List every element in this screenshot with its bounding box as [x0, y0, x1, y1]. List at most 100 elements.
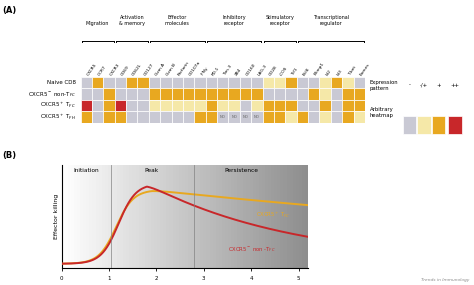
- Bar: [200, 165, 203, 268]
- Bar: [138, 165, 142, 268]
- Bar: [207, 165, 210, 268]
- Bar: [92, 165, 96, 268]
- Bar: [308, 88, 319, 100]
- Y-axis label: Effector killing: Effector killing: [54, 194, 59, 239]
- Bar: [103, 100, 115, 111]
- Bar: [263, 77, 274, 88]
- Bar: [172, 111, 183, 123]
- Bar: [217, 100, 228, 111]
- Bar: [81, 88, 92, 100]
- Text: Bcl6: Bcl6: [302, 66, 311, 76]
- Bar: [191, 165, 194, 268]
- Bar: [319, 111, 331, 123]
- Bar: [274, 111, 285, 123]
- Bar: [274, 100, 285, 111]
- Bar: [166, 165, 169, 268]
- Text: Tcf1: Tcf1: [291, 67, 299, 76]
- Bar: [160, 111, 172, 123]
- Bar: [149, 111, 160, 123]
- Bar: [149, 100, 160, 111]
- Bar: [342, 77, 354, 88]
- Bar: [228, 100, 240, 111]
- Bar: [417, 116, 431, 134]
- Bar: [206, 88, 217, 100]
- Bar: [183, 111, 194, 123]
- Bar: [342, 88, 354, 100]
- Bar: [126, 77, 137, 88]
- Bar: [126, 165, 129, 268]
- Bar: [163, 165, 166, 268]
- Bar: [126, 88, 137, 100]
- Bar: [274, 165, 277, 268]
- Bar: [142, 165, 145, 268]
- Text: Expression
pattern: Expression pattern: [370, 80, 398, 91]
- Bar: [80, 165, 83, 268]
- Text: iCOS: iCOS: [280, 66, 289, 76]
- Bar: [92, 77, 103, 88]
- Bar: [172, 100, 183, 111]
- Bar: [217, 111, 228, 123]
- Bar: [194, 77, 206, 88]
- Bar: [297, 88, 308, 100]
- Bar: [285, 77, 297, 88]
- Text: (A): (A): [2, 6, 17, 15]
- Bar: [175, 165, 179, 268]
- Bar: [206, 77, 217, 88]
- Bar: [274, 77, 285, 88]
- Bar: [308, 77, 319, 88]
- Bar: [231, 165, 234, 268]
- Text: ND: ND: [231, 115, 237, 119]
- Bar: [217, 77, 228, 88]
- Bar: [92, 100, 103, 111]
- Text: LAG-3: LAG-3: [257, 63, 268, 76]
- Bar: [137, 100, 149, 111]
- Bar: [354, 88, 365, 100]
- Bar: [297, 111, 308, 123]
- Bar: [240, 88, 251, 100]
- Text: Activation
& memory: Activation & memory: [119, 15, 145, 26]
- Bar: [262, 165, 265, 268]
- Text: CXCR5$^+$ T$_{FC}$: CXCR5$^+$ T$_{FC}$: [256, 210, 290, 219]
- Bar: [219, 165, 222, 268]
- Bar: [183, 77, 194, 88]
- Text: Initiation: Initiation: [73, 168, 99, 173]
- Bar: [111, 165, 114, 268]
- Bar: [246, 165, 249, 268]
- Bar: [271, 165, 274, 268]
- Bar: [145, 165, 148, 268]
- Bar: [402, 116, 416, 134]
- Bar: [228, 77, 240, 88]
- Bar: [179, 165, 182, 268]
- Bar: [81, 77, 92, 88]
- Bar: [172, 77, 183, 88]
- Bar: [81, 111, 92, 123]
- Bar: [183, 100, 194, 111]
- Bar: [64, 165, 68, 268]
- Bar: [342, 111, 354, 123]
- Text: Stimulatory
receptor: Stimulatory receptor: [265, 15, 294, 26]
- Bar: [77, 165, 80, 268]
- Text: CD69: CD69: [120, 64, 130, 76]
- Bar: [114, 165, 117, 268]
- Bar: [151, 165, 154, 268]
- Bar: [237, 165, 240, 268]
- Bar: [212, 165, 216, 268]
- Text: -/+: -/+: [420, 83, 428, 88]
- Bar: [92, 88, 103, 100]
- Bar: [129, 165, 133, 268]
- Text: 2B4: 2B4: [234, 67, 242, 76]
- Bar: [222, 165, 225, 268]
- Text: CD127: CD127: [143, 62, 155, 76]
- Bar: [185, 165, 188, 268]
- Bar: [203, 165, 206, 268]
- Bar: [137, 88, 149, 100]
- Bar: [154, 165, 157, 268]
- Text: Arbitrary
heatmap: Arbitrary heatmap: [370, 107, 393, 118]
- Bar: [251, 111, 263, 123]
- Text: Perforin: Perforin: [177, 60, 190, 76]
- Bar: [308, 111, 319, 123]
- Bar: [172, 88, 183, 100]
- Text: (B): (B): [2, 151, 17, 160]
- Bar: [331, 100, 342, 111]
- Bar: [197, 165, 200, 268]
